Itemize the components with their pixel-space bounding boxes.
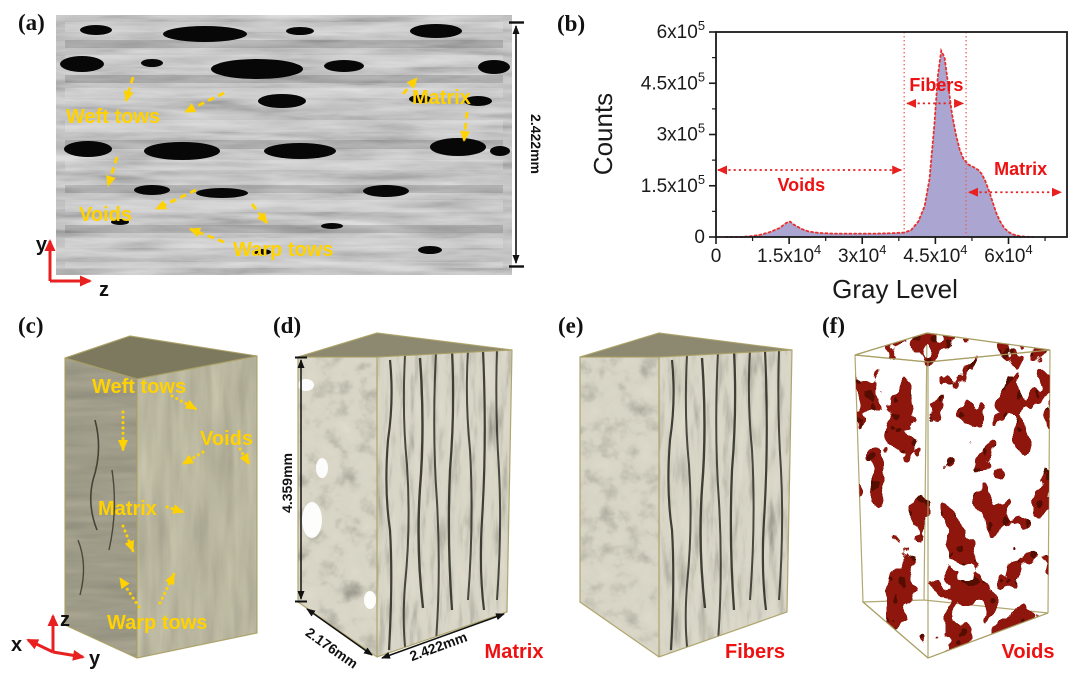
x-tick-label: 0 <box>711 246 722 267</box>
x-tick-label: 4.5x104 <box>903 242 967 267</box>
scale-label: 2.422mm <box>528 114 544 174</box>
panel-a: (a) <box>18 10 544 301</box>
axis-y-label: y <box>36 234 48 256</box>
region-label-matrix: Matrix <box>994 159 1047 179</box>
x-tick-label: 3x104 <box>838 242 886 267</box>
voids-render <box>854 332 1051 659</box>
panel-d-tag: (d) <box>273 313 301 338</box>
x-tick-label: 1.5x104 <box>757 242 821 267</box>
panel-a-tag: (a) <box>18 10 45 35</box>
y-tick-label: 0 <box>694 227 705 248</box>
annotation-warp-tows: Warp tows <box>107 612 207 634</box>
annotation-matrix: Matrix <box>412 87 471 109</box>
sem-image <box>60 20 510 270</box>
panel-c: (c) Weft tows Voids Matrix Warp tows <box>11 313 258 670</box>
fibers-render <box>579 332 793 658</box>
panel-f-tag: (f) <box>822 313 845 338</box>
region-label-fibers: Fibers <box>909 75 963 95</box>
caption-voids: Voids <box>1002 641 1055 663</box>
plot-frame <box>715 31 1068 238</box>
panel-a-axes: y z <box>36 234 109 301</box>
matrix-render <box>297 332 513 658</box>
scale-bar: 2.422mm <box>509 21 544 268</box>
x-axis-title: Gray Level <box>832 274 958 304</box>
y-tick-label: 3x105 <box>657 121 705 146</box>
histogram-area <box>725 50 1033 237</box>
panel-d: (d) 4.359mm 2.176mm 2.422mm Matrix <box>273 313 543 672</box>
caption-fibers: Fibers <box>725 641 785 663</box>
panel-c-tag: (c) <box>18 313 44 338</box>
y-tick-label: 6x105 <box>657 18 705 43</box>
panel-b-tag: (b) <box>557 11 585 36</box>
x-tick-label: 6x104 <box>984 242 1032 267</box>
axis-z-label: z <box>60 609 70 631</box>
panel-e: (e) Fibers <box>558 313 793 663</box>
dim-height-label: 4.359mm <box>279 453 295 513</box>
histogram-outline <box>724 47 1034 238</box>
annotation-voids: Voids <box>200 428 253 450</box>
y-axis-title: Counts <box>588 93 618 175</box>
axis-z-label: z <box>99 279 109 301</box>
annotation-voids: Voids <box>79 204 132 226</box>
panel-b: (b) 0 1.5x104 3x104 4.5x104 6x104 0 1.5x105 3x1… <box>557 11 1068 304</box>
annotation-matrix: Matrix <box>98 498 157 520</box>
panel-c-annotations: Weft tows Voids Matrix Warp tows <box>92 376 253 634</box>
caption-matrix: Matrix <box>485 641 544 663</box>
y-tick-label: 4.5x105 <box>641 69 705 94</box>
axis-x-label: x <box>11 634 22 656</box>
panel-f: (f) Voids <box>822 313 1054 663</box>
axis-y-label: y <box>89 648 101 670</box>
annotation-warp-tows: Warp tows <box>233 239 333 261</box>
annotation-arrows <box>118 394 251 609</box>
annotation-weft-tows: Weft tows <box>66 106 160 128</box>
annotation-weft-tows: Weft tows <box>92 376 186 398</box>
annotation-arrows <box>106 76 471 244</box>
volume-render <box>64 335 258 659</box>
histogram-chart: 0 1.5x104 3x104 4.5x104 6x104 0 1.5x105 3x105 4.… <box>641 18 1068 267</box>
panel-e-tag: (e) <box>558 313 584 338</box>
region-label-voids: Voids <box>777 175 825 195</box>
panel-a-annotations: Weft tows Matrix Voids Warp tows <box>66 76 471 261</box>
y-tick-label: 1.5x105 <box>641 172 705 197</box>
sem-light-bands <box>65 22 503 268</box>
sem-voids <box>60 24 510 255</box>
panel-c-axes: z x y <box>11 609 101 670</box>
